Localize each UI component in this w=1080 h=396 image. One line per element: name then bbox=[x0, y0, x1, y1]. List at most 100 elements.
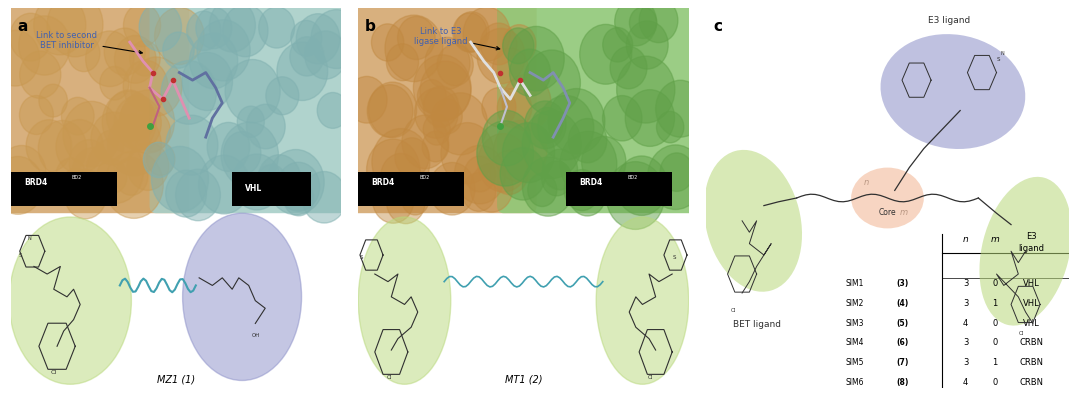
Text: Cl: Cl bbox=[1018, 331, 1024, 336]
Circle shape bbox=[660, 153, 693, 191]
Text: n: n bbox=[864, 178, 869, 187]
Circle shape bbox=[368, 82, 417, 137]
FancyBboxPatch shape bbox=[352, 0, 537, 213]
Circle shape bbox=[120, 99, 156, 140]
Circle shape bbox=[626, 21, 669, 69]
Ellipse shape bbox=[596, 217, 689, 384]
Circle shape bbox=[538, 95, 594, 160]
Text: (5): (5) bbox=[896, 318, 908, 327]
Ellipse shape bbox=[980, 177, 1071, 326]
Circle shape bbox=[221, 122, 279, 188]
Text: Link to second
BET inhibitor: Link to second BET inhibitor bbox=[37, 31, 143, 54]
Text: E3: E3 bbox=[1026, 232, 1037, 241]
Text: CRBN: CRBN bbox=[1020, 378, 1043, 387]
Circle shape bbox=[455, 145, 505, 204]
Circle shape bbox=[603, 27, 633, 62]
Text: S: S bbox=[997, 57, 1000, 62]
Text: MZ1 (1): MZ1 (1) bbox=[157, 374, 195, 384]
Circle shape bbox=[289, 37, 324, 76]
Text: Cl: Cl bbox=[51, 369, 56, 375]
Circle shape bbox=[433, 93, 487, 155]
Circle shape bbox=[477, 121, 534, 186]
Circle shape bbox=[387, 179, 426, 224]
Circle shape bbox=[104, 28, 146, 75]
Circle shape bbox=[278, 162, 320, 211]
Circle shape bbox=[402, 183, 429, 215]
Text: 3: 3 bbox=[963, 279, 969, 288]
Circle shape bbox=[311, 10, 362, 69]
Circle shape bbox=[522, 110, 581, 179]
Circle shape bbox=[384, 15, 443, 82]
Circle shape bbox=[91, 112, 137, 165]
Ellipse shape bbox=[359, 217, 450, 384]
Circle shape bbox=[107, 114, 161, 176]
Text: 4: 4 bbox=[963, 318, 969, 327]
Circle shape bbox=[656, 80, 705, 137]
Circle shape bbox=[68, 35, 100, 72]
Circle shape bbox=[284, 181, 314, 216]
Circle shape bbox=[69, 140, 109, 186]
FancyBboxPatch shape bbox=[4, 0, 189, 213]
Circle shape bbox=[33, 0, 86, 55]
Circle shape bbox=[56, 120, 104, 174]
Text: m: m bbox=[990, 235, 999, 244]
Circle shape bbox=[492, 48, 528, 89]
FancyBboxPatch shape bbox=[149, 0, 348, 213]
Circle shape bbox=[564, 169, 599, 211]
Circle shape bbox=[0, 156, 43, 214]
Text: c: c bbox=[713, 19, 723, 34]
Circle shape bbox=[603, 95, 642, 141]
Circle shape bbox=[606, 162, 665, 229]
Text: BD2: BD2 bbox=[72, 175, 82, 180]
Circle shape bbox=[414, 55, 471, 121]
Circle shape bbox=[582, 136, 626, 187]
Circle shape bbox=[548, 89, 605, 154]
FancyBboxPatch shape bbox=[11, 172, 117, 206]
Text: (3): (3) bbox=[896, 279, 908, 288]
Circle shape bbox=[417, 80, 446, 113]
Ellipse shape bbox=[851, 168, 923, 228]
Circle shape bbox=[372, 129, 430, 195]
Text: 4: 4 bbox=[963, 378, 969, 387]
Circle shape bbox=[99, 67, 130, 100]
Circle shape bbox=[432, 99, 462, 134]
Circle shape bbox=[509, 27, 564, 91]
Circle shape bbox=[176, 169, 220, 221]
Text: b: b bbox=[365, 19, 376, 34]
Circle shape bbox=[85, 31, 134, 87]
Text: Cl: Cl bbox=[647, 375, 652, 380]
Circle shape bbox=[422, 131, 449, 162]
Circle shape bbox=[163, 32, 194, 68]
Text: 0: 0 bbox=[993, 378, 997, 387]
Circle shape bbox=[131, 57, 183, 116]
Text: (8): (8) bbox=[896, 378, 909, 387]
Circle shape bbox=[347, 76, 387, 123]
Circle shape bbox=[454, 12, 489, 52]
Circle shape bbox=[568, 118, 607, 163]
Circle shape bbox=[657, 111, 684, 143]
Circle shape bbox=[127, 142, 168, 190]
Circle shape bbox=[0, 145, 46, 202]
Circle shape bbox=[464, 156, 496, 192]
Circle shape bbox=[154, 8, 204, 65]
Circle shape bbox=[259, 7, 295, 48]
Circle shape bbox=[531, 107, 563, 143]
Circle shape bbox=[497, 88, 531, 128]
Circle shape bbox=[502, 123, 555, 183]
Circle shape bbox=[72, 148, 114, 197]
Circle shape bbox=[105, 151, 163, 218]
Circle shape bbox=[380, 153, 421, 200]
Circle shape bbox=[291, 21, 322, 56]
Circle shape bbox=[395, 138, 429, 177]
Text: (7): (7) bbox=[896, 358, 909, 367]
Circle shape bbox=[617, 56, 675, 123]
Text: VHL: VHL bbox=[1023, 299, 1039, 308]
Circle shape bbox=[483, 110, 530, 166]
Circle shape bbox=[500, 148, 545, 200]
Circle shape bbox=[477, 29, 525, 84]
Circle shape bbox=[39, 84, 67, 117]
Circle shape bbox=[502, 28, 534, 64]
Text: VHL: VHL bbox=[1023, 318, 1039, 327]
Circle shape bbox=[372, 24, 404, 61]
Circle shape bbox=[26, 120, 71, 172]
